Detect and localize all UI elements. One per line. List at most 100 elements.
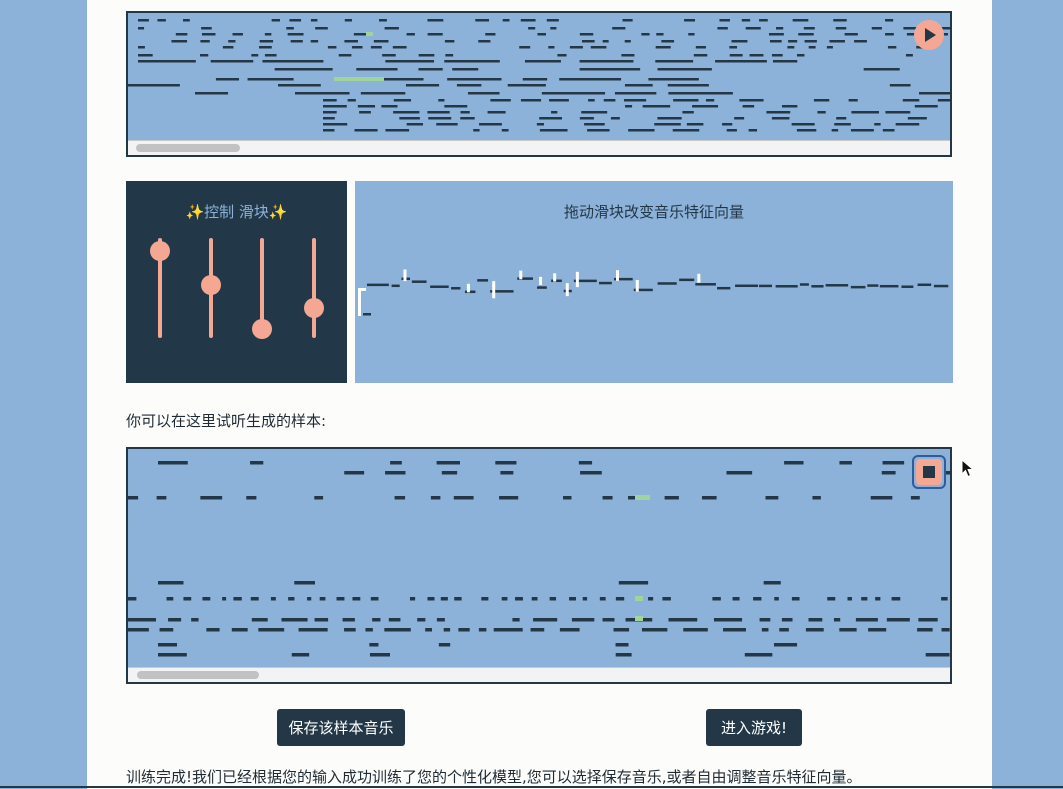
note bbox=[781, 105, 798, 108]
play-button[interactable] bbox=[914, 20, 944, 50]
note bbox=[233, 597, 242, 601]
note bbox=[648, 597, 654, 601]
note bbox=[417, 618, 426, 622]
note bbox=[528, 27, 536, 30]
note bbox=[166, 597, 174, 601]
note bbox=[314, 618, 329, 622]
note bbox=[745, 27, 761, 30]
note bbox=[158, 643, 178, 647]
note bbox=[808, 46, 816, 49]
note bbox=[438, 99, 445, 102]
vector-bar bbox=[553, 273, 557, 282]
note bbox=[157, 19, 166, 22]
note bbox=[610, 117, 620, 120]
note bbox=[729, 46, 738, 49]
note bbox=[914, 105, 938, 108]
note bbox=[765, 496, 779, 500]
note bbox=[719, 19, 730, 22]
note bbox=[384, 628, 411, 632]
slider-knob[interactable] bbox=[150, 241, 170, 261]
horizontal-scrollbar[interactable] bbox=[128, 667, 950, 682]
note bbox=[430, 496, 441, 500]
note bbox=[222, 597, 227, 601]
note bbox=[749, 54, 764, 57]
note bbox=[833, 19, 847, 22]
vector-dash bbox=[464, 290, 476, 294]
slider-2[interactable] bbox=[201, 238, 221, 338]
note bbox=[460, 117, 475, 120]
horizontal-scrollbar[interactable] bbox=[128, 140, 950, 155]
vector-dash bbox=[799, 283, 809, 286]
save-sample-button[interactable]: 保存该样本音乐 bbox=[277, 709, 405, 746]
note bbox=[393, 111, 420, 114]
note bbox=[499, 496, 519, 500]
vector-dash bbox=[363, 313, 371, 316]
note bbox=[201, 27, 212, 30]
note bbox=[138, 54, 153, 57]
vector-dash bbox=[614, 277, 633, 281]
note bbox=[158, 461, 188, 465]
note bbox=[693, 54, 708, 57]
piano-roll-training[interactable] bbox=[126, 11, 952, 157]
note bbox=[539, 129, 568, 132]
note bbox=[159, 628, 174, 632]
note bbox=[418, 54, 435, 57]
note bbox=[490, 99, 511, 102]
slider-knob[interactable] bbox=[304, 298, 324, 318]
piano-roll-sample[interactable] bbox=[126, 447, 952, 684]
note bbox=[288, 597, 295, 601]
note bbox=[847, 597, 852, 601]
note bbox=[444, 105, 468, 108]
note bbox=[475, 19, 490, 22]
note bbox=[791, 123, 815, 126]
note bbox=[536, 123, 544, 126]
vector-bar bbox=[403, 269, 407, 282]
enter-game-button[interactable]: 进入游戏! bbox=[706, 709, 802, 746]
stop-icon bbox=[923, 466, 935, 478]
slider-1[interactable] bbox=[150, 238, 170, 338]
note bbox=[478, 40, 491, 43]
note bbox=[310, 19, 318, 22]
scrollbar-thumb[interactable] bbox=[136, 671, 259, 679]
scrollbar-thumb[interactable] bbox=[135, 144, 240, 152]
slider-3[interactable] bbox=[252, 238, 272, 339]
note bbox=[501, 129, 509, 132]
note bbox=[344, 628, 356, 632]
note bbox=[485, 33, 496, 36]
feature-vector-panel: 拖动滑块改变音乐特征向量 bbox=[355, 181, 953, 383]
note bbox=[444, 60, 500, 63]
note bbox=[615, 643, 629, 647]
note bbox=[478, 628, 487, 632]
note bbox=[584, 123, 605, 126]
note bbox=[453, 496, 474, 500]
note bbox=[171, 40, 188, 43]
note bbox=[717, 27, 728, 30]
note bbox=[289, 19, 302, 22]
vector-dash bbox=[695, 283, 716, 286]
note bbox=[905, 54, 913, 57]
slider-4[interactable] bbox=[304, 238, 324, 338]
stop-button[interactable] bbox=[912, 455, 946, 489]
note bbox=[887, 46, 897, 49]
note bbox=[294, 581, 315, 585]
vector-bar bbox=[697, 273, 701, 283]
note bbox=[559, 78, 622, 81]
note bbox=[642, 105, 671, 108]
note bbox=[612, 27, 626, 30]
note bbox=[621, 54, 635, 57]
note bbox=[428, 117, 452, 120]
slider-knob[interactable] bbox=[252, 319, 272, 339]
note bbox=[206, 628, 220, 632]
note bbox=[602, 496, 613, 500]
note bbox=[467, 92, 500, 95]
note bbox=[232, 33, 243, 36]
vector-dash bbox=[517, 277, 533, 280]
note bbox=[941, 628, 950, 632]
note bbox=[259, 40, 274, 43]
note bbox=[138, 46, 145, 49]
note bbox=[739, 99, 764, 102]
note bbox=[524, 60, 561, 63]
slider-knob[interactable] bbox=[201, 275, 221, 295]
note bbox=[673, 99, 699, 102]
note bbox=[195, 92, 229, 95]
